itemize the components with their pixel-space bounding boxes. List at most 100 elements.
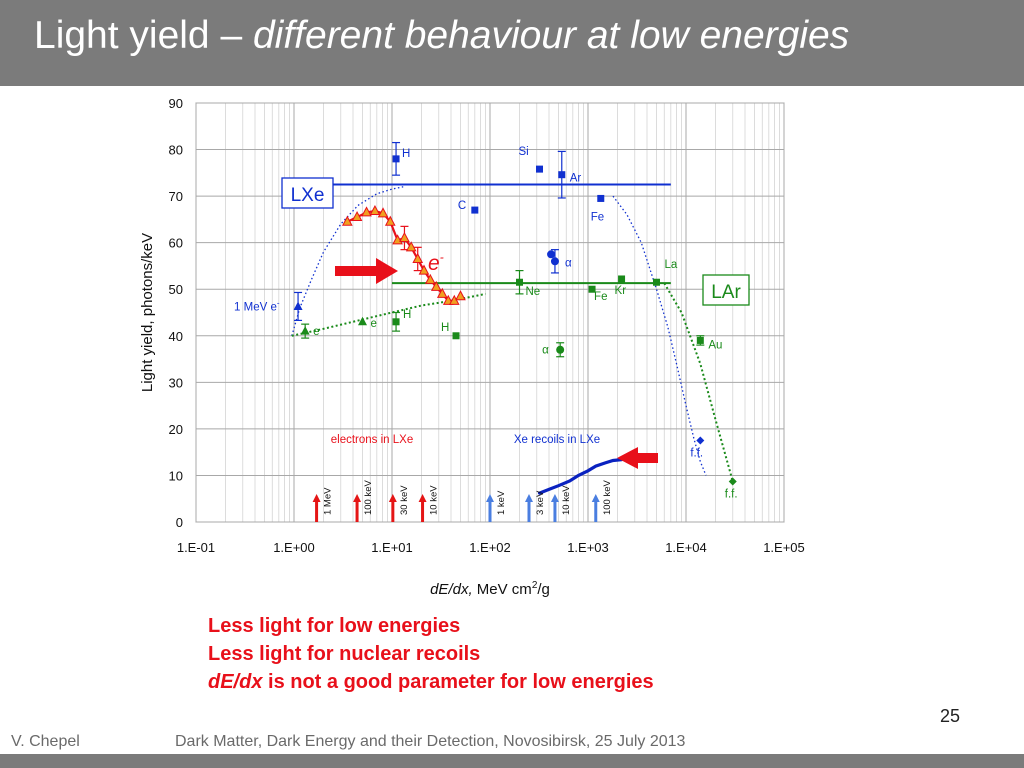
lar-point-label: Fe — [594, 291, 607, 303]
lxe-point — [550, 257, 559, 266]
x-tick-label: 1.E-01 — [177, 540, 215, 555]
lxe-point-label: Ar — [570, 173, 582, 185]
lxe-point-label: α — [565, 257, 572, 269]
electron-point — [430, 280, 442, 291]
electrons-legend: electrons in LXe — [331, 434, 413, 446]
lar-point — [392, 318, 400, 326]
electron-point — [399, 231, 410, 243]
electron-point — [369, 204, 381, 216]
title-bar — [0, 0, 1024, 86]
electron-point — [405, 241, 417, 252]
lar-point — [588, 285, 596, 293]
electrons-arrow — [335, 258, 398, 284]
bullet-3: dE/dx is not a good parameter for low en… — [208, 671, 654, 693]
y-tick-label: 40 — [169, 329, 183, 344]
lxe-fit-right — [612, 195, 707, 476]
lxe-point — [293, 301, 303, 310]
lar-point-label: e — [370, 318, 376, 330]
lxe-point-label: f.f. — [690, 448, 703, 460]
y-tick-label: 60 — [169, 236, 183, 251]
recoil-energy-arrow-label: 10 keV — [561, 485, 572, 515]
lxe-box-label: LXe — [291, 185, 325, 206]
title-main: Light yield – — [34, 14, 253, 57]
recoil-energy-arrow-label: 3 keV — [535, 490, 546, 515]
lxe-point — [547, 250, 556, 259]
y-tick-label: 20 — [169, 422, 183, 437]
y-tick-label: 50 — [169, 282, 183, 297]
slide-title: Light yield – different behaviour at low… — [34, 14, 849, 58]
recoils-legend: Xe recoils in LXe — [514, 434, 600, 446]
electron-point — [384, 215, 396, 226]
bullet-2: Less light for nuclear recoils — [208, 643, 481, 665]
electron-energy-arrow-label: 10 keV — [429, 485, 440, 515]
lxe-point-label: Fe — [591, 211, 604, 223]
lar-point — [556, 345, 565, 354]
electron-energy-arrow-head — [312, 494, 321, 502]
light-yield-chart: 1.E-01 1.E+00 1.E+01 1.E+02 1.E+03 1.E+04 1.E+… — [139, 96, 805, 598]
recoil-energy-arrow-head — [591, 494, 600, 502]
lar-point-label: α — [542, 345, 549, 357]
electron-point — [341, 215, 353, 226]
lxe-point-label: Si — [519, 146, 529, 158]
lxe-point-label: 1 MeV e- — [234, 298, 280, 313]
electron-energy-arrow-label: 1 MeV — [323, 487, 334, 515]
lar-box — [702, 274, 750, 306]
x-tick-label: 1.E+01 — [371, 540, 413, 555]
electron-point — [412, 252, 424, 263]
y-tick-label: 0 — [176, 515, 183, 530]
lar-point-label: Au — [708, 339, 722, 351]
recoil-energy-arrow-label: 1 keV — [496, 490, 507, 515]
slide-number: 25 — [940, 706, 961, 726]
footer-conference: Dark Matter, Dark Energy and their Detec… — [175, 733, 686, 750]
electron-energy-arrow-label: 100 keV — [363, 479, 374, 515]
lxe-point — [471, 206, 479, 214]
y-tick-label: 10 — [169, 468, 183, 483]
electron-point — [455, 290, 466, 301]
recoils-arrow — [617, 447, 658, 469]
lar-point-label: e — [313, 326, 319, 338]
title-italic: different behaviour at low energies — [252, 14, 850, 57]
y-tick-label: 70 — [169, 189, 183, 204]
lar-point — [728, 477, 737, 486]
bottom-bar — [0, 754, 1024, 768]
bullet-1: Less light for low energies — [208, 615, 461, 637]
x-tick-label: 1.E+03 — [567, 540, 609, 555]
electron-point — [436, 287, 448, 298]
electron-point — [351, 210, 363, 222]
electron-point — [418, 264, 430, 275]
electron-energy-arrow-head — [353, 494, 362, 502]
electron-energy-arrow-label: 30 keV — [399, 485, 410, 515]
electron-point — [424, 273, 436, 284]
lar-point — [300, 326, 310, 335]
lar-point — [357, 316, 367, 326]
recoil-energy-arrow-head — [524, 494, 533, 502]
recoil-energy-arrow-head — [486, 494, 494, 502]
lar-point-label: Ne — [526, 286, 541, 298]
lar-point — [652, 278, 660, 286]
lxe-point — [536, 165, 544, 173]
electron-point — [361, 206, 372, 217]
lar-point-label: H — [441, 322, 449, 334]
lar-fit-right — [663, 282, 734, 482]
x-tick-label: 1.E+04 — [665, 540, 707, 555]
lar-point-label: H — [403, 309, 411, 321]
y-axis-label: Light yield, photons/keV — [139, 233, 156, 392]
lar-point-label: La — [664, 259, 677, 271]
footer-author: V. Chepel — [11, 733, 80, 750]
lar-point — [618, 275, 626, 283]
lxe-box — [281, 177, 334, 209]
electron-energy-arrow-head — [388, 494, 397, 502]
lxe-fit-left — [291, 186, 404, 336]
lar-box-label: LAr — [711, 282, 741, 303]
bullet-list: Less light for low energies Less light f… — [208, 612, 654, 696]
lxe-point — [392, 155, 400, 163]
xe-recoils-line — [537, 458, 624, 495]
lxe-point — [696, 436, 705, 445]
recoil-energy-arrow-head — [550, 494, 559, 502]
lar-point-label: f.f. — [725, 488, 738, 500]
y-tick-label: 80 — [169, 143, 183, 158]
lar-point — [452, 332, 460, 340]
lxe-point-label: C — [458, 200, 466, 212]
y-tick-label: 30 — [169, 375, 183, 390]
recoil-energy-arrow-label: 100 keV — [602, 479, 613, 515]
